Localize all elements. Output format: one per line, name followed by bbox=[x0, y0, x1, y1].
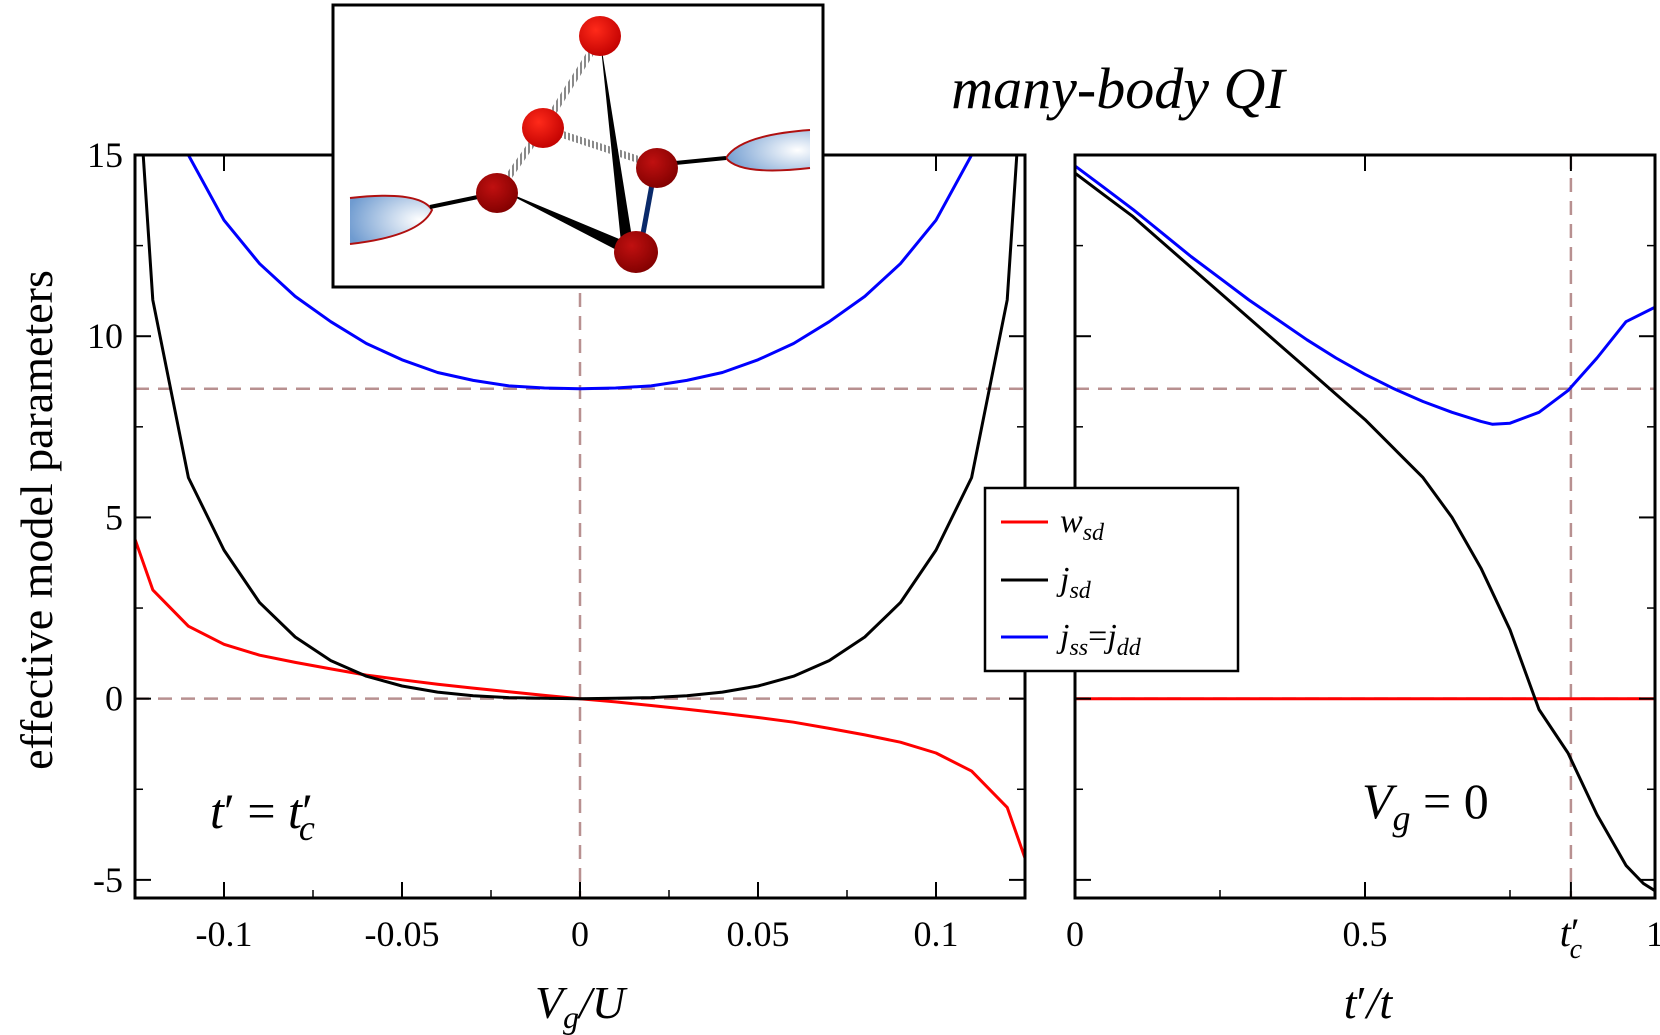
legend: wsd jsd jss=jdd bbox=[983, 486, 1240, 673]
xtick-label-left-3: 0.05 bbox=[727, 914, 790, 954]
atom-upper-left bbox=[522, 108, 564, 148]
y-axis-label: effective model parameters bbox=[11, 270, 62, 770]
series-j_sd-right bbox=[1075, 171, 1655, 893]
xtick-label-left-0: -0.1 bbox=[196, 914, 253, 954]
series-j_sd-left bbox=[141, 155, 1019, 701]
xtick-label-right-2: t′c bbox=[1560, 910, 1583, 965]
left-lead-icon bbox=[349, 194, 434, 245]
xtick-label-right-0: 0 bbox=[1066, 914, 1084, 954]
atom-top bbox=[579, 16, 621, 56]
ytick-label-left-2: 5 bbox=[105, 497, 123, 537]
xtick-label-right-1: 0.5 bbox=[1343, 914, 1388, 954]
atom-right bbox=[636, 148, 678, 188]
xtick-label-left-4: 0.1 bbox=[914, 914, 959, 954]
ytick-label-left-1: 0 bbox=[105, 679, 123, 719]
left-ticks: -0.1 -0.05 0 0.05 0.1 -5 0 5 10 15 bbox=[87, 135, 1026, 954]
xtick-label-left-1: -0.05 bbox=[365, 914, 440, 954]
right-x-axis-label: t′/t bbox=[1344, 977, 1394, 1028]
left-series bbox=[135, 155, 1025, 859]
xtick-label-right-3: 1 bbox=[1646, 914, 1660, 954]
bond-wedge-1 bbox=[600, 38, 634, 252]
right-series bbox=[1075, 164, 1655, 893]
atom-bottom bbox=[614, 231, 658, 273]
ytick-label-left-0: -5 bbox=[93, 860, 123, 900]
xtick-label-left-2: 0 bbox=[571, 914, 589, 954]
left-x-axis-label: Vg/U bbox=[535, 977, 628, 1035]
right-annotation: Vg = 0 bbox=[1362, 773, 1489, 838]
molecule-inset bbox=[331, 3, 825, 289]
chart-title: many-body QI bbox=[951, 56, 1287, 121]
bond-wedge-2 bbox=[497, 188, 636, 258]
left-annotation: t′ = t′c bbox=[210, 783, 315, 848]
series-j_ss-right bbox=[1075, 164, 1655, 426]
ytick-label-left-4: 15 bbox=[87, 135, 123, 175]
ytick-label-left-3: 10 bbox=[87, 316, 123, 356]
left-panel: -0.1 -0.05 0 0.05 0.1 -5 0 5 10 15 Vg/U t′ = t′c bbox=[87, 135, 1027, 1035]
atom-left bbox=[476, 173, 518, 213]
series-j_ss-left bbox=[187, 155, 973, 391]
